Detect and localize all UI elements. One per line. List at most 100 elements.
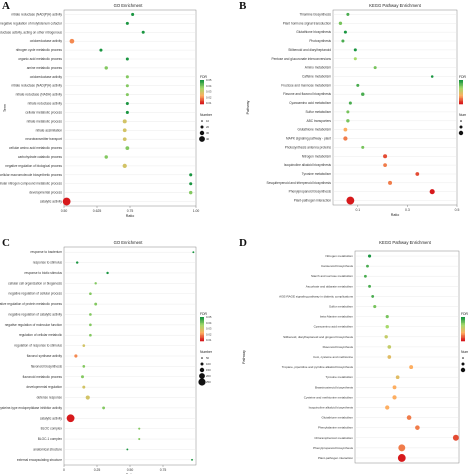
data-point [343, 127, 348, 132]
legend-fdr-swatch [200, 324, 204, 327]
data-point [125, 110, 129, 114]
data-point [385, 405, 390, 410]
category-label: MAPK signaling pathway - plant [286, 137, 331, 141]
legend-fdr-swatch [200, 339, 204, 342]
x-tick-label: 0.50 [61, 209, 68, 213]
category-label: cellular amino acid metabolic process [9, 146, 62, 150]
category-label: nitrogen cycle metabolic process [16, 48, 63, 52]
legend-fdr-title: FDR [461, 312, 469, 316]
category-label: Thiamine biosynthesis [299, 12, 331, 16]
data-point [82, 365, 86, 368]
category-label: Sulfur metabolism [305, 110, 331, 114]
y-axis-label: Term [3, 104, 7, 112]
category-label: flavonoid metabolic process [23, 375, 63, 379]
legend-fdr-swatch [461, 329, 465, 331]
data-point [429, 189, 435, 195]
legend-fdr-swatch [200, 84, 204, 87]
panel-c: C GO Enrichment external encapsulating st… [0, 237, 237, 474]
legend-fdr-swatch [461, 332, 465, 334]
legend-fdr-swatch [459, 81, 463, 84]
category-label: nitrate metabolic process [27, 119, 63, 123]
data-point [125, 57, 129, 61]
legend-number-title: Num [461, 350, 468, 354]
data-point [361, 145, 365, 149]
legend-fdr-swatch [459, 90, 463, 93]
data-point [383, 163, 387, 167]
legend-fdr-label: 0.03 [206, 90, 212, 94]
category-label: nitrate reductase (NADH) activity [16, 93, 63, 97]
data-point [191, 458, 193, 461]
legend-fdr-title: FDR [459, 75, 467, 79]
legend-fdr-swatch [200, 326, 204, 328]
category-label: Brassinosteroid biosynthesis [315, 385, 354, 389]
legend-fdr-label: 0.03 [206, 327, 212, 331]
data-point [373, 304, 377, 309]
data-point [122, 119, 127, 124]
legend-fdr-swatch [459, 89, 463, 91]
data-point [343, 136, 348, 141]
data-point [356, 83, 360, 87]
data-point [397, 454, 406, 462]
data-point [94, 302, 98, 306]
category-label: flavonoid biosynthesis [31, 364, 63, 368]
chart-title: GO Enrichment [114, 240, 144, 245]
x-axis-label: Ratio [126, 214, 134, 218]
data-point [383, 154, 388, 159]
data-point [125, 102, 129, 106]
category-label: response to biotic stimulus [24, 271, 62, 275]
legend-fdr-swatch [200, 338, 204, 340]
data-point [94, 282, 97, 285]
x-tick-label: 1.00 [193, 209, 200, 213]
category-label: Sulfur metabolism [329, 305, 354, 309]
y-axis-label: Pathway [242, 350, 246, 364]
legend-fdr-swatch [459, 101, 463, 103]
legend-number-swatch [199, 373, 205, 379]
legend-fdr-swatch [459, 95, 463, 97]
legend-number-swatch [198, 378, 206, 386]
data-point [85, 395, 90, 400]
data-point [415, 425, 420, 430]
category-label: Caffeine metabolism [302, 74, 331, 78]
category-label: nitrate assimilation [36, 128, 63, 132]
panel-letter-c: C [2, 237, 10, 249]
x-tick-label: 0.3 [405, 208, 410, 212]
legend-fdr-swatch [200, 98, 204, 100]
data-point [131, 12, 135, 16]
legend-fdr-swatch [459, 87, 463, 90]
data-point [89, 323, 92, 327]
x-tick-label: 0.75 [127, 209, 134, 213]
legend-fdr-swatch [200, 323, 204, 325]
data-point [82, 385, 86, 389]
category-label: cysteine-type endopeptidase inhibitor ac… [0, 406, 62, 410]
category-label: Phenylpropanoid biosynthesis [313, 446, 353, 450]
data-point [368, 284, 371, 288]
legend-number-swatch [199, 136, 205, 142]
legend-fdr-label: 0.01 [206, 101, 212, 105]
legend-number-label: 200 [206, 374, 211, 378]
data-point [373, 66, 377, 70]
category-label: Nitrogen metabolism [302, 154, 332, 158]
legend-fdr-swatch [461, 318, 465, 321]
category-label: Phenylpropanoid biosynthesis [289, 190, 332, 194]
legend-fdr-swatch [200, 86, 204, 88]
category-label: Phenylalanine metabolism [318, 426, 354, 430]
data-point [398, 444, 406, 452]
data-point [125, 146, 130, 150]
category-label: Tropane, piperidine and pyridine alkaloi… [282, 365, 354, 369]
data-point [122, 137, 127, 142]
legend-number-label: 100 [206, 362, 211, 366]
data-point [189, 182, 193, 186]
legend-fdr-swatch [200, 332, 204, 334]
legend-number-label: 20 [206, 125, 210, 129]
data-point [106, 271, 109, 275]
data-point [415, 172, 420, 176]
legend-fdr-swatch [461, 324, 465, 327]
legend-number-swatch [461, 362, 465, 366]
category-label: Flavone and flavonol biosynthesis [283, 92, 331, 96]
category-label: Carotenoid biosynthesis [321, 264, 354, 268]
data-point [125, 21, 129, 25]
category-label: Sesquiterpenoid and triterpenoid biosynt… [266, 181, 331, 185]
x-tick-label: 0.625 [93, 209, 102, 213]
category-label: Ascorbate and aldarate metabolism [306, 284, 354, 288]
category-label: Cysteine and methionine metabolism [304, 395, 354, 399]
